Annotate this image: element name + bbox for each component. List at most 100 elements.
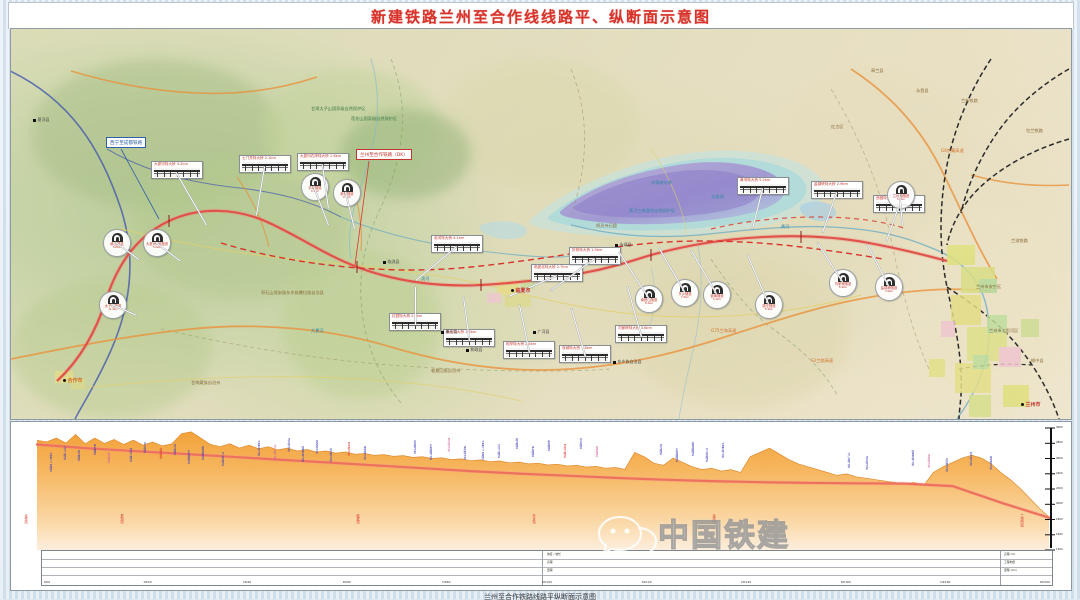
profile-structure-label: 锁南隧道 <box>159 448 163 459</box>
profile-structure-label: 刘家峡隧道 <box>187 450 191 464</box>
city-dot-icon <box>511 289 514 292</box>
profile-x-tick-label: DK20 <box>143 580 152 584</box>
tunnel-icon <box>883 276 895 286</box>
profile-y-tick-label: 2000 <box>1056 502 1063 506</box>
profile-structure-label: 太子山隧道 <box>497 444 501 458</box>
bridge-callout[interactable]: 洮河特大桥 4.1km <box>431 235 483 253</box>
bridge-callout[interactable]: 大夏河右岸特大桥 1.6km <box>297 153 349 171</box>
profile-structure-label: 新集隧道 <box>107 452 111 463</box>
profile-station-label: 合作站 <box>23 514 28 524</box>
profile-x-tick-label: DK0 <box>44 580 51 584</box>
profile-x-tick-label: DK40 <box>243 580 252 584</box>
city-marker: 临夏市 <box>511 287 531 294</box>
profile-structure-label: 大夏河特大桥 <box>257 440 261 457</box>
profile-structure-label: 尹集隧道 <box>531 446 535 457</box>
profile-structure-label: 麻当隧道 <box>77 450 81 461</box>
city-dot-icon <box>63 379 66 382</box>
corridor-tag-xining-chengdu[interactable]: 西宁至成都铁路 <box>106 137 147 148</box>
city-marker: 临洮县 <box>383 259 400 265</box>
city-square-icon <box>613 360 616 364</box>
bridge-callout-label: 红园特大桥 2.2km <box>392 314 423 318</box>
map-area-label: 刘家峡水库 <box>651 180 672 185</box>
profile-data-table: 坡度 / 坡长 高程 里程 工程地质 高程 (m) 里程 (km) DK0 DK2… <box>41 550 1053 586</box>
city-label: 东乡族自治县 <box>617 359 642 364</box>
profile-x-tick-label: DK60 <box>342 580 351 584</box>
city-label: 康乐县 <box>445 329 458 334</box>
city-marker: 夏河县 <box>33 117 50 123</box>
city-label: 临洮县 <box>387 259 400 264</box>
tunnel-callout-label: 兰州南隧道 <box>892 193 910 198</box>
bridge-callout-label: 大夏河特大桥 3.2km <box>154 162 189 166</box>
profile-structure-label: 太子山隧道 <box>63 446 67 460</box>
tunnel-icon <box>763 294 775 304</box>
profile-structure-label: 南龙特大桥 <box>347 442 351 456</box>
bridge-callout-label: 盐锅峡特大桥 2.9km <box>814 182 849 186</box>
profile-y-tick-label: 2200 <box>1056 487 1063 490</box>
bridge-icon <box>572 253 618 263</box>
profile-structure-label: 南龙特大桥 <box>969 452 973 466</box>
table-row <box>42 559 1052 568</box>
tunnel-callout[interactable]: 尹集隧道4.3km <box>301 173 329 201</box>
map-area-label: 红古区 <box>831 124 844 129</box>
city-marker: 广河县 <box>533 329 550 335</box>
axis-label-x: 里程 (km) <box>1004 568 1018 572</box>
profile-station-label: 兰州西站 <box>1019 514 1024 527</box>
bridge-callout-label: 黄河特大桥 5.2km <box>740 178 771 182</box>
map-area-label: 永登县 <box>916 88 929 93</box>
bridge-callout[interactable]: 土门关特大桥 2.1km <box>239 155 291 173</box>
table-label-slope: 坡度 / 坡长 <box>547 552 561 556</box>
bridge-callout[interactable]: 大夏河特大桥 3.2km <box>151 161 203 179</box>
profile-structure-label: 黄河特大桥 <box>447 438 451 452</box>
bridge-icon <box>242 161 288 171</box>
profile-x-tick-label: DK180 <box>940 580 951 584</box>
map-area-label: 甘肃太子山国家级自然保护区 <box>311 106 366 111</box>
profile-station-label: 永靖站 <box>711 514 716 524</box>
city-label: 夏河县 <box>37 117 50 122</box>
bridge-callout-label: 洮河特大桥 4.1km <box>434 236 465 240</box>
bridge-callout-label: 折桥特大桥 1.9km <box>572 248 603 252</box>
profile-structure-label: 折桥特大桥 <box>315 440 319 454</box>
profile-structure-label: 南阳山隧道 <box>129 448 133 462</box>
tunnel-callout[interactable]: 刘家峡隧道 8.3km <box>829 269 857 297</box>
bridge-callout[interactable]: 折桥特大桥 1.9km <box>569 247 621 265</box>
tunnel-callout[interactable]: 东乡隧道 7.5km <box>671 279 699 307</box>
map-area-label: 黄河 <box>781 224 790 229</box>
profile-structure-label: 锁南隧道 <box>595 446 599 457</box>
bridge-callout-label: 双城特大桥 1.8km <box>562 346 593 350</box>
profile-structure-label: 新集隧道 <box>547 440 551 451</box>
bridge-callout[interactable]: 黄河特大桥 5.2km <box>737 177 789 195</box>
city-label: 兰州市 <box>1025 402 1041 408</box>
tunnel-callout[interactable]: 唐汪隧道 5.4km <box>755 291 783 319</box>
tunnel-callout[interactable]: 南阳山隧道 9.1km <box>635 285 663 313</box>
tunnel-callout[interactable]: 盐锅峡隧道 4.9km <box>875 273 903 301</box>
profile-structure-label: 枹罕特大桥 <box>989 456 993 470</box>
plan-view-map[interactable]: 西宁至成都铁路 兰州至合作铁路（DK） 甘肃太子山国家级自然保护区 莲花山国家级自… <box>10 28 1072 420</box>
city-dot-icon <box>1021 403 1024 406</box>
tunnel-icon <box>111 232 123 242</box>
tunnel-callout[interactable]: 大夏河1号隧道5.2km <box>143 229 171 257</box>
map-area-label: 洮河 <box>421 276 430 281</box>
page-title: 新建铁路兰州至合作线线路平、纵断面示意图 <box>370 7 711 26</box>
table-divider <box>542 551 543 585</box>
tunnel-callout-label: 刘家峡隧道 <box>834 281 852 286</box>
city-label: 和政县 <box>470 347 483 352</box>
tunnel-callout[interactable]: 锁南隧道 6.1km <box>703 281 731 309</box>
map-area-label: 太极湖 <box>711 194 724 199</box>
profile-structure-label: 红园特大桥 <box>329 448 333 462</box>
tunnel-callout-length: 6.8km <box>112 245 122 250</box>
city-square-icon <box>466 348 469 352</box>
longitudinal-profile[interactable]: 大夏河1号隧道 太子山隧道 麻当隧道 尹集隧道 新集隧道 南阳山隧道 东乡隧道 锁南隧道 唐汪隧… <box>10 421 1072 591</box>
tunnel-icon <box>107 294 119 304</box>
profile-structure-label: 临夏北特大桥 <box>301 446 305 463</box>
tunnel-icon <box>643 288 655 298</box>
bridge-callout[interactable]: 盐锅峡特大桥 2.9km <box>811 181 863 199</box>
tunnel-callout-length: 9.1km <box>644 301 654 306</box>
bridge-callout-label: 临夏北特大桥 2.7km <box>534 265 569 269</box>
table-label-chain: 里程 <box>547 568 553 572</box>
profile-y-tick-label: 2800 <box>1056 441 1063 445</box>
tunnel-icon <box>837 272 849 282</box>
table-label-elev: 高程 <box>547 560 553 564</box>
corridor-tag-lanzhou-hezuo[interactable]: 兰州至合作铁路（DK） <box>356 149 412 160</box>
terrain-patch <box>441 59 641 189</box>
map-area-label: 甘南藏族自治州 <box>191 380 221 385</box>
